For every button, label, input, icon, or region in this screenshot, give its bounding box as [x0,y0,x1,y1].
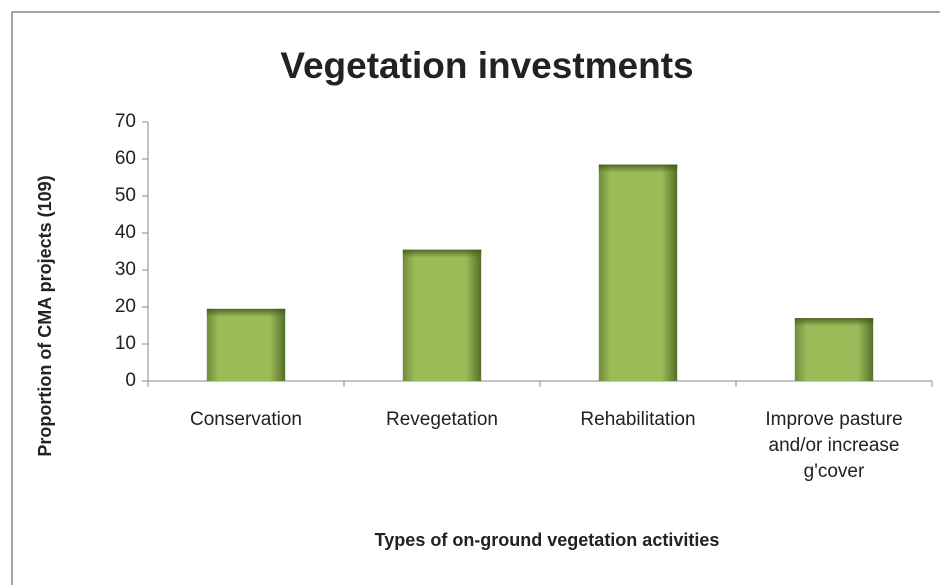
chart-title: Vegetation investments [280,45,693,86]
bar [206,308,286,381]
y-tick-label: 50 [115,185,136,206]
y-tick-label: 20 [115,296,136,317]
y-axis-title: Proportion of CMA projects (109) [35,175,55,456]
y-tick-label: 0 [125,370,136,391]
bar-shade [402,249,482,258]
bar-shade [794,318,874,327]
x-tick-label: Improve pasture and/or increase g'cover [765,409,903,482]
x-tick-label: Rehabilitation [580,409,696,430]
bar [598,164,678,381]
bar [402,249,482,381]
x-tick-label: Conservation [190,409,302,430]
y-tick-label: 10 [115,333,136,354]
bar [794,318,874,381]
y-tick-label: 60 [115,148,136,169]
y-tick-label: 70 [115,111,136,132]
y-tick-label: 30 [115,259,136,280]
x-axis-title: Types of on-ground vegetation activities [375,530,720,550]
y-tick-label: 40 [115,222,136,243]
x-tick-label: Revegetation [386,409,498,430]
bar-shade [598,164,678,173]
bar-shade [206,308,286,317]
